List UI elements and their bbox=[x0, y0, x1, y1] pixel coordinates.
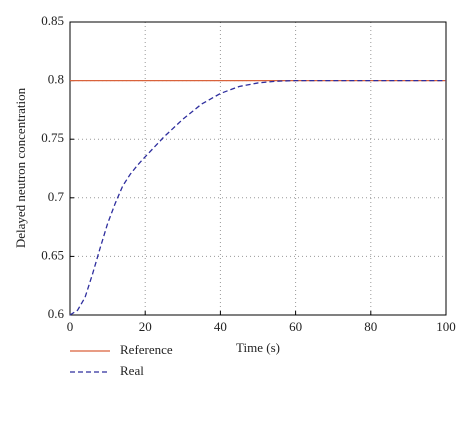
y-tick-label: 0.85 bbox=[41, 13, 64, 28]
y-axis-label: Delayed neutron concentration bbox=[13, 87, 28, 248]
x-axis-label: Time (s) bbox=[236, 340, 280, 355]
x-tick-label: 60 bbox=[289, 319, 302, 334]
x-tick-label: 20 bbox=[139, 319, 152, 334]
legend-label: Real bbox=[120, 363, 144, 378]
y-tick-label: 0.7 bbox=[48, 189, 65, 204]
x-tick-label: 100 bbox=[436, 319, 456, 334]
plot-frame bbox=[69, 21, 447, 316]
y-tick-label: 0.65 bbox=[41, 247, 64, 262]
x-tick-label: 80 bbox=[364, 319, 377, 334]
y-tick-label: 0.75 bbox=[41, 130, 64, 145]
y-tick-label: 0.8 bbox=[48, 72, 64, 87]
y-tick-label: 0.6 bbox=[48, 306, 65, 321]
x-tick-label: 40 bbox=[214, 319, 227, 334]
x-tick-label: 0 bbox=[67, 319, 74, 334]
data-line bbox=[69, 79, 446, 316]
legend-label: Reference bbox=[120, 342, 173, 357]
